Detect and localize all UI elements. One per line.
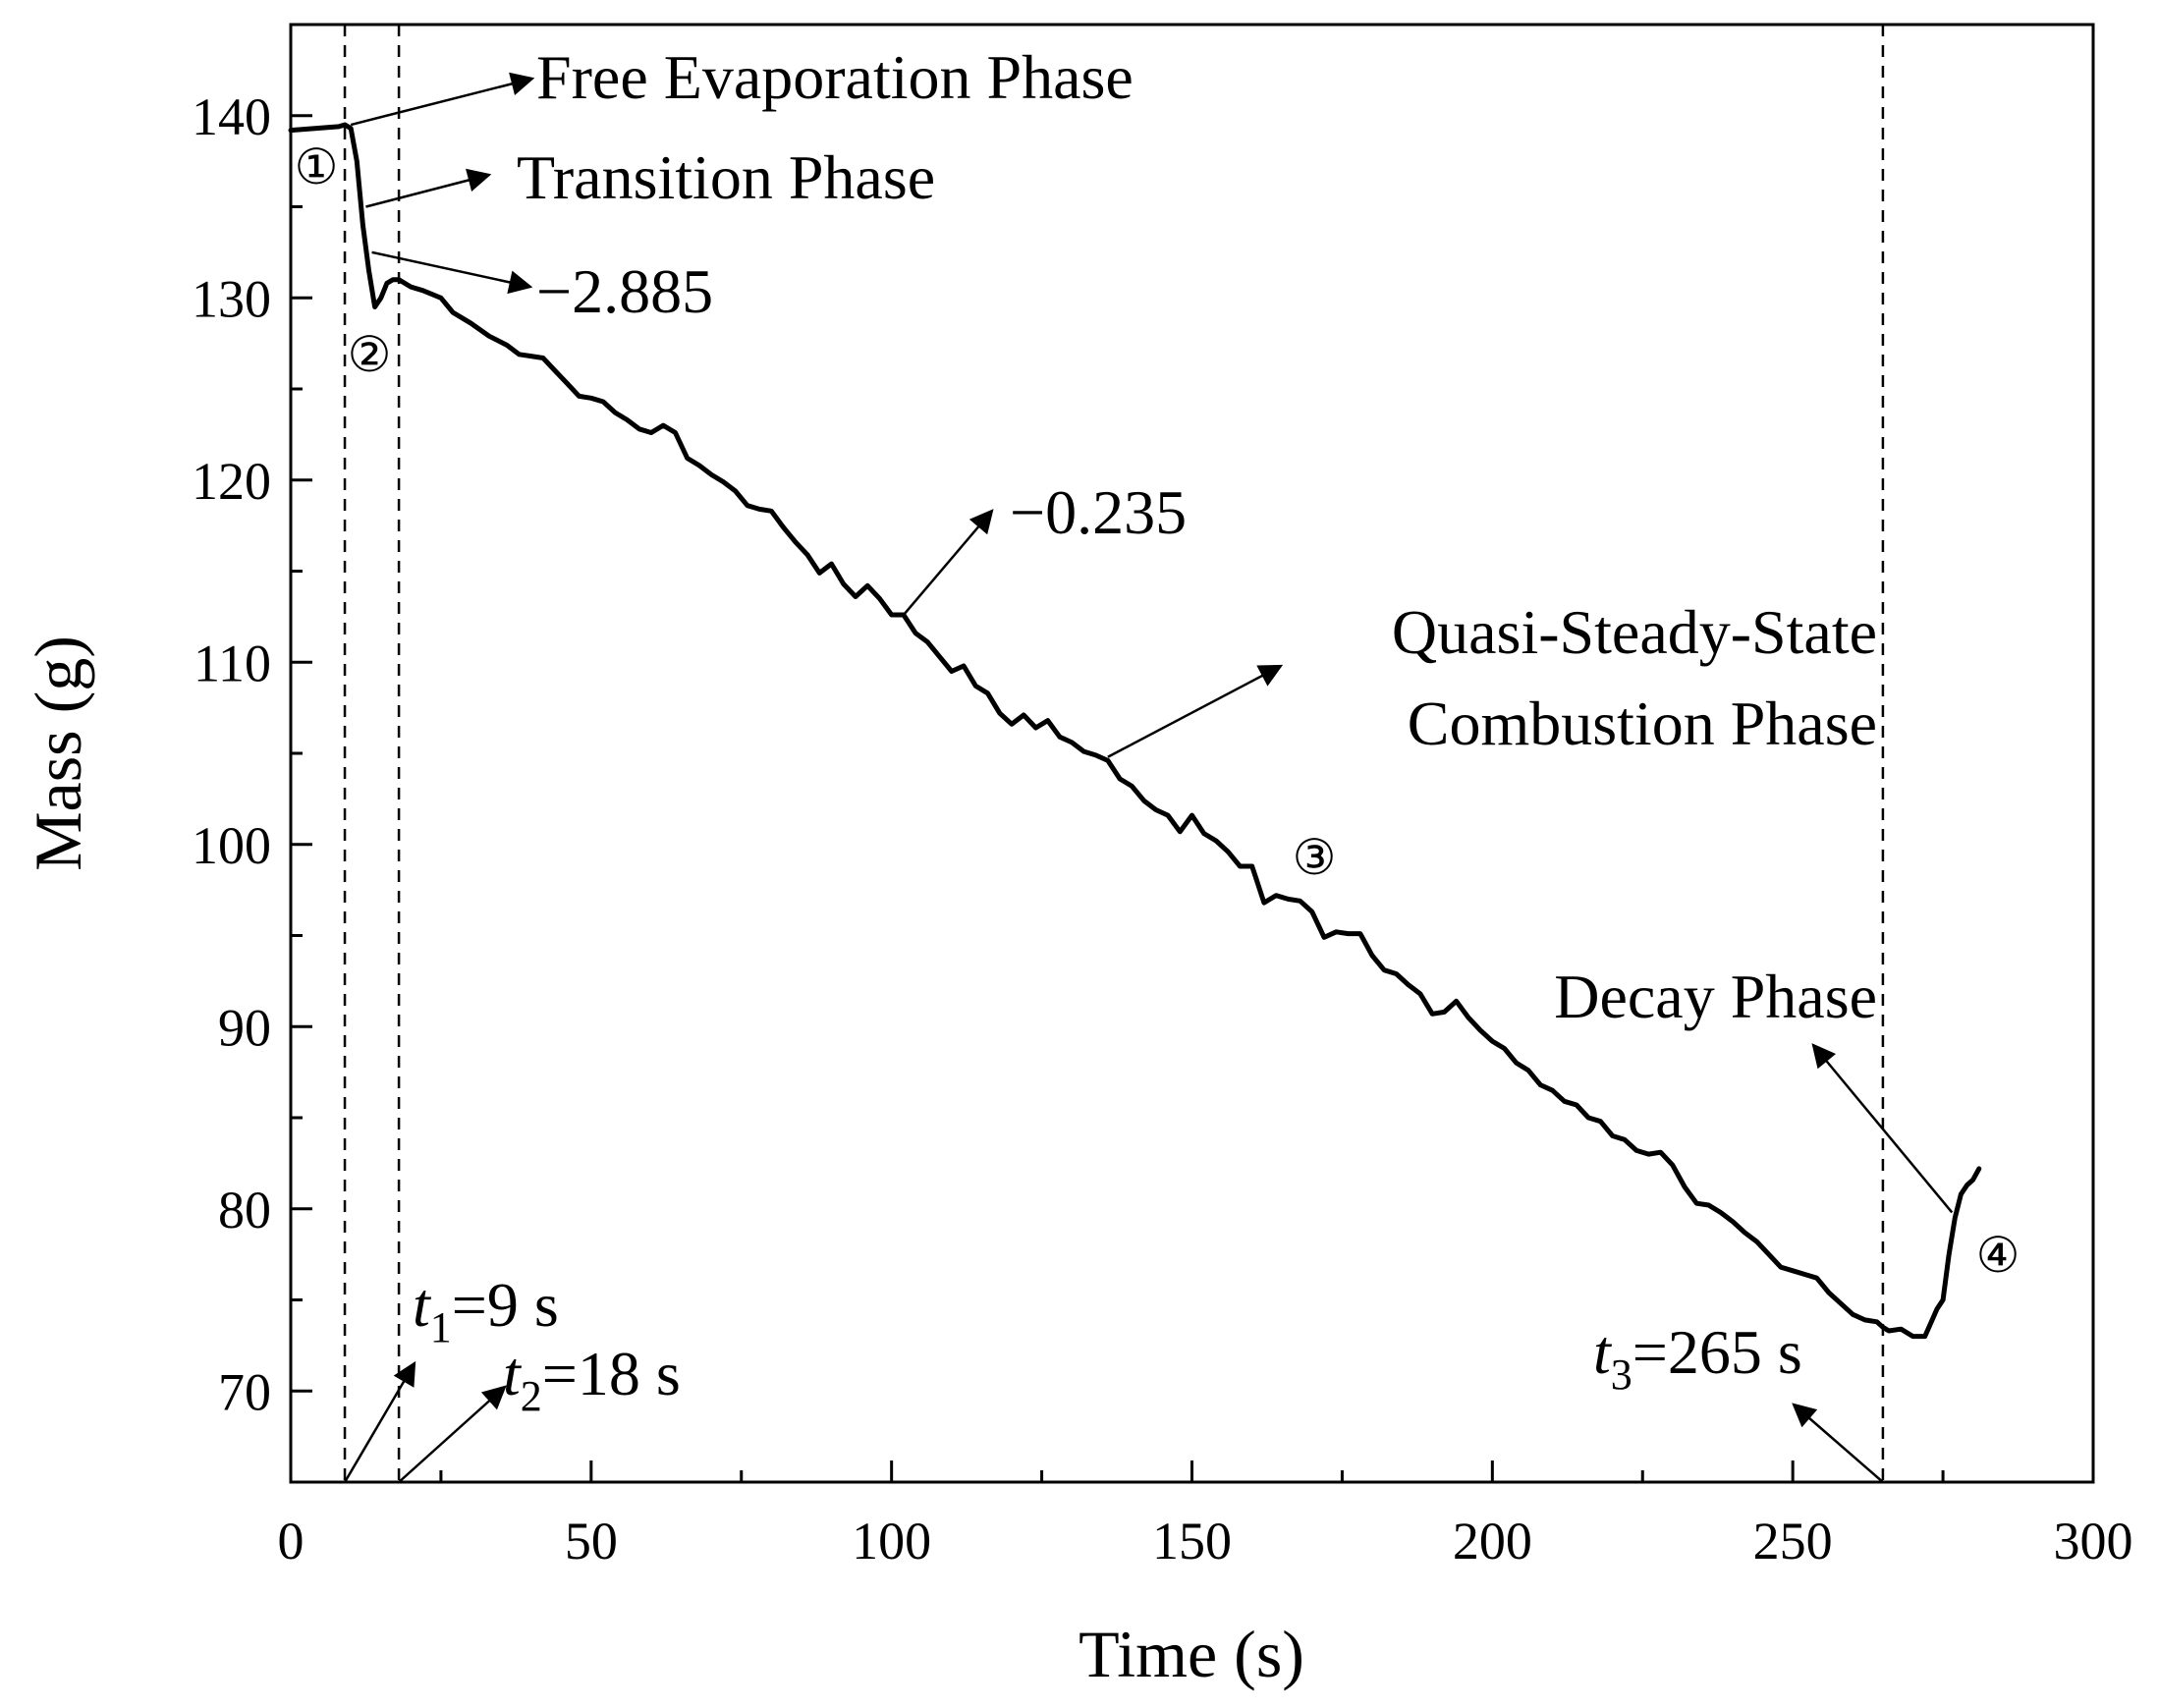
y-tick-label-80: 80 (218, 1181, 271, 1240)
x-tick-label-0: 0 (278, 1512, 304, 1570)
annotation-transition-phase: Transition Phase (517, 142, 935, 212)
phase-marker-4: ④ (1976, 1228, 2020, 1283)
x-tick-label-50: 50 (565, 1512, 618, 1570)
y-axis-label: Mass (g) (21, 635, 95, 871)
y-tick-label-120: 120 (192, 452, 271, 511)
annotation-free-evaporation-phase: Free Evaporation Phase (536, 42, 1134, 112)
arrow-t2 (398, 1385, 507, 1483)
arrow-t1 (343, 1360, 416, 1483)
y-tick-label-100: 100 (192, 816, 271, 875)
x-tick-label-100: 100 (852, 1512, 931, 1570)
arrow-decay (1811, 1043, 1954, 1214)
arrow-slope-transition (371, 250, 533, 295)
annotation-slope-transition: −2.885 (536, 256, 713, 326)
y-tick-label-90: 90 (218, 998, 271, 1057)
x-tick-label-300: 300 (2054, 1512, 2133, 1570)
arrow-free-evaporation (350, 72, 535, 127)
arrow-t3 (1792, 1403, 1884, 1483)
label-t3: t3=265 s (1593, 1317, 1802, 1399)
series-group (288, 122, 1982, 1340)
annotation-quasi-steady-line1: Quasi-Steady-State (1392, 597, 1877, 667)
label-t2: t2=18 s (503, 1339, 681, 1420)
phase-marker-3: ③ (1293, 830, 1337, 885)
x-tick-label-250: 250 (1753, 1512, 1833, 1570)
y-tick-label-70: 70 (218, 1362, 271, 1421)
phase-marker-2: ② (348, 327, 392, 382)
arrow-quasi-steady (1107, 664, 1284, 758)
tick-labels: 0 50 100 150 200 250 300 70 80 90 100 110 120 130 140 (192, 87, 2133, 1570)
phase-marker-1: ① (295, 139, 339, 194)
annotation-slope-steady: −0.235 (1010, 477, 1187, 547)
label-t1: t1=9 s (413, 1270, 559, 1351)
y-tick-label-130: 130 (192, 269, 271, 328)
annotation-decay-phase: Decay Phase (1554, 962, 1877, 1031)
x-tick-label-200: 200 (1453, 1512, 1532, 1570)
arrow-slope-steady (902, 509, 994, 616)
x-axis-label: Time (s) (1079, 1617, 1304, 1691)
arrow-transition (365, 168, 492, 208)
y-tick-label-110: 110 (194, 634, 271, 692)
y-tick-label-140: 140 (192, 87, 271, 146)
annotation-arrows (343, 72, 1954, 1483)
phase-boundary-lines (343, 25, 1885, 1482)
axis-ticks (289, 23, 2095, 1484)
x-tick-label-150: 150 (1152, 1512, 1232, 1570)
annotation-quasi-steady-line2: Combustion Phase (1408, 689, 1877, 758)
series-line-0 (288, 122, 1982, 1340)
